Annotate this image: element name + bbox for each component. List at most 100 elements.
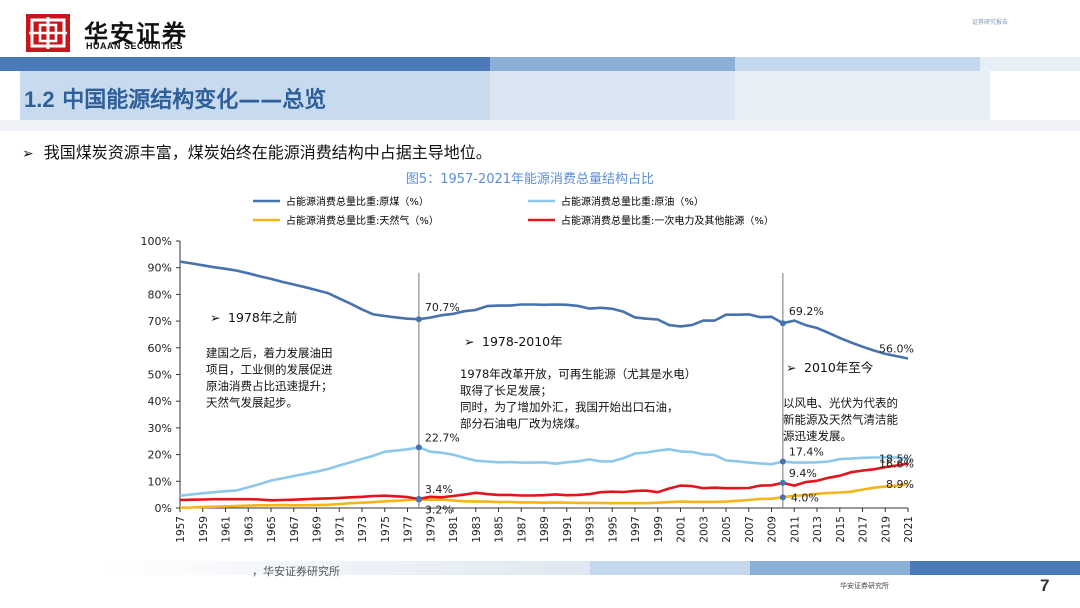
legend-label-coal: 占能源消费总量比重:原煤（%） [286,195,429,208]
point-label: 8.9% [886,478,914,491]
legend-label-gas: 占能源消费总量比重:天然气（%） [286,214,439,227]
annotation-line: 建国之后，着力发展油田 [206,346,333,360]
annotation-arrow-icon: ➢ [786,360,796,375]
point-label: 56.0% [879,342,914,355]
x-tick-label: 1993 [585,516,597,543]
annotation-line: 原油消费占比迅速提升； [206,379,333,393]
y-tick-label: 40% [148,395,172,408]
x-tick-label: 1961 [221,516,233,543]
x-tick-label: 2011 [789,516,801,543]
point-label: 16.6% [879,458,914,471]
chart-legend: 占能源消费总量比重:原煤（%） 占能源消费总量比重:原油（%） 占能源消费总量比… [253,195,774,227]
annotations: ➢ 1978年之前建国之后，着力发展油田项目，工业侧的发展促进原油消费占比迅速提升… [206,310,898,443]
annotation-line: 新能源及天然气清洁能 [783,413,898,427]
brand-name-en: HUAAN SECURITIES [86,41,184,51]
gas-series-line [179,482,909,509]
y-tick-label: 90% [148,262,172,275]
annotation-heading: 2010年至今 [804,360,874,375]
y-tick-label: 100% [141,235,172,248]
huaan-logo [26,14,70,52]
y-tick-label: 20% [148,449,172,462]
section-title: 1.2 中国能源结构变化——总览 [24,82,326,114]
y-tick-label: 30% [148,422,172,435]
y-tick-label: 50% [148,369,172,382]
data-point-marker [415,496,422,503]
data-point-marker [779,479,786,486]
y-tick-label: 80% [148,288,172,301]
section-number: 1.2 [24,87,55,112]
x-tick-label: 2017 [858,516,870,543]
data-point-marker [415,444,422,451]
footer-bar-left [100,561,590,575]
annotation-heading: 1978年之前 [228,310,297,325]
x-tick-label: 1991 [562,516,574,543]
x-tick-label: 2019 [880,516,892,543]
x-tick-label: 2021 [903,516,915,543]
bullet-text: 我国煤炭资源丰富，煤炭始终在能源消费结构中占据主导地位。 [43,143,492,162]
x-tick-label: 2013 [812,516,824,543]
top-stripe [0,57,1080,71]
data-point-marker [779,494,786,501]
x-tick-label: 1965 [266,516,278,543]
point-label: 18.5% [879,453,914,466]
annotation-heading: 1978-2010年 [482,334,563,349]
vertical-markers [418,273,784,508]
x-tick-label: 2015 [835,516,847,543]
point-label: 4.0% [791,491,819,504]
x-tick-label: 2009 [767,516,779,543]
source-note: ，华安证券研究所 [252,565,340,578]
footer-bar [590,561,1080,575]
annotation-line: 天然气发展起步。 [206,396,298,410]
x-tick-label: 1987 [516,516,528,543]
point-label: 3.2% [425,503,453,516]
point-label: 69.2% [789,305,824,318]
page-number: 7 [1040,576,1050,595]
point-labels: 70.7% 22.7% 3.4% 3.2% 69.2% 17.4% 9.4% 4.0% 56.0… [415,301,914,516]
clean-series-line [179,462,909,502]
x-tick-label: 1989 [539,516,551,543]
x-tick-label: 1959 [198,516,210,543]
annotation-line: 1978年改革开放，可再生能源（尤其是水电） [460,367,696,381]
coal-series-line [179,260,909,360]
series-lines [179,260,909,509]
data-point-marker [779,458,786,465]
x-tick-label: 1967 [289,516,301,543]
report-tagline: 证券研究报告 [972,19,1009,26]
footer-org: 华安证券研究所 [840,582,889,590]
x-tick-label: 1981 [448,516,460,543]
annotation-line: 项目，工业侧的发展促进 [206,363,333,377]
x-tick-label: 1995 [607,516,619,543]
bullet-arrow-icon: ➢ [22,146,34,162]
x-tick-label: 2001 [676,516,688,543]
annotation-line: 同时，为了增加外汇，我国开始出口石油， [460,400,679,414]
data-point-marker [779,320,786,327]
x-tick-label: 1957 [175,516,187,543]
legend-label-clean: 占能源消费总量比重:一次电力及其他能源（%） [561,214,774,227]
bullet-point: ➢ 我国煤炭资源丰富，煤炭始终在能源消费结构中占据主导地位。 [22,139,492,163]
point-label: 17.4% [789,446,824,459]
y-tick-label: 0% [155,502,172,515]
x-tick-label: 1999 [653,516,665,543]
data-point-marker [415,316,422,323]
y-tick-label: 60% [148,342,172,355]
annotation-line: 取得了长足发展； [460,384,552,398]
figure-title-wrap: 图5：1957-2021年能源消费总量结构占比 [0,168,1080,187]
figure-title: 图5：1957-2021年能源消费总量结构占比 [405,172,655,187]
x-tick-label: 1983 [471,516,483,543]
point-label: 3.4% [425,483,453,496]
point-label: 70.7% [425,301,460,314]
annotation-line: 以风电、光伏为代表的 [783,396,898,410]
x-tick-label: 1963 [243,516,255,543]
title-band [20,71,990,121]
brand-name-cn: 华安证券 [84,19,188,48]
annotation-line: 源迅速发展。 [783,429,852,443]
x-tick-label: 1971 [334,516,346,543]
annotation-line: 部分石油电厂改为烧煤。 [460,417,587,431]
annotation-arrow-icon: ➢ [464,334,474,349]
y-tick-label: 10% [148,475,172,488]
x-tick-label: 2003 [698,516,710,543]
x-tick-label: 1979 [425,516,437,543]
point-label: 22.7% [425,431,460,444]
title-band-shadow [0,120,1080,131]
x-tick-label: 1975 [380,516,392,543]
